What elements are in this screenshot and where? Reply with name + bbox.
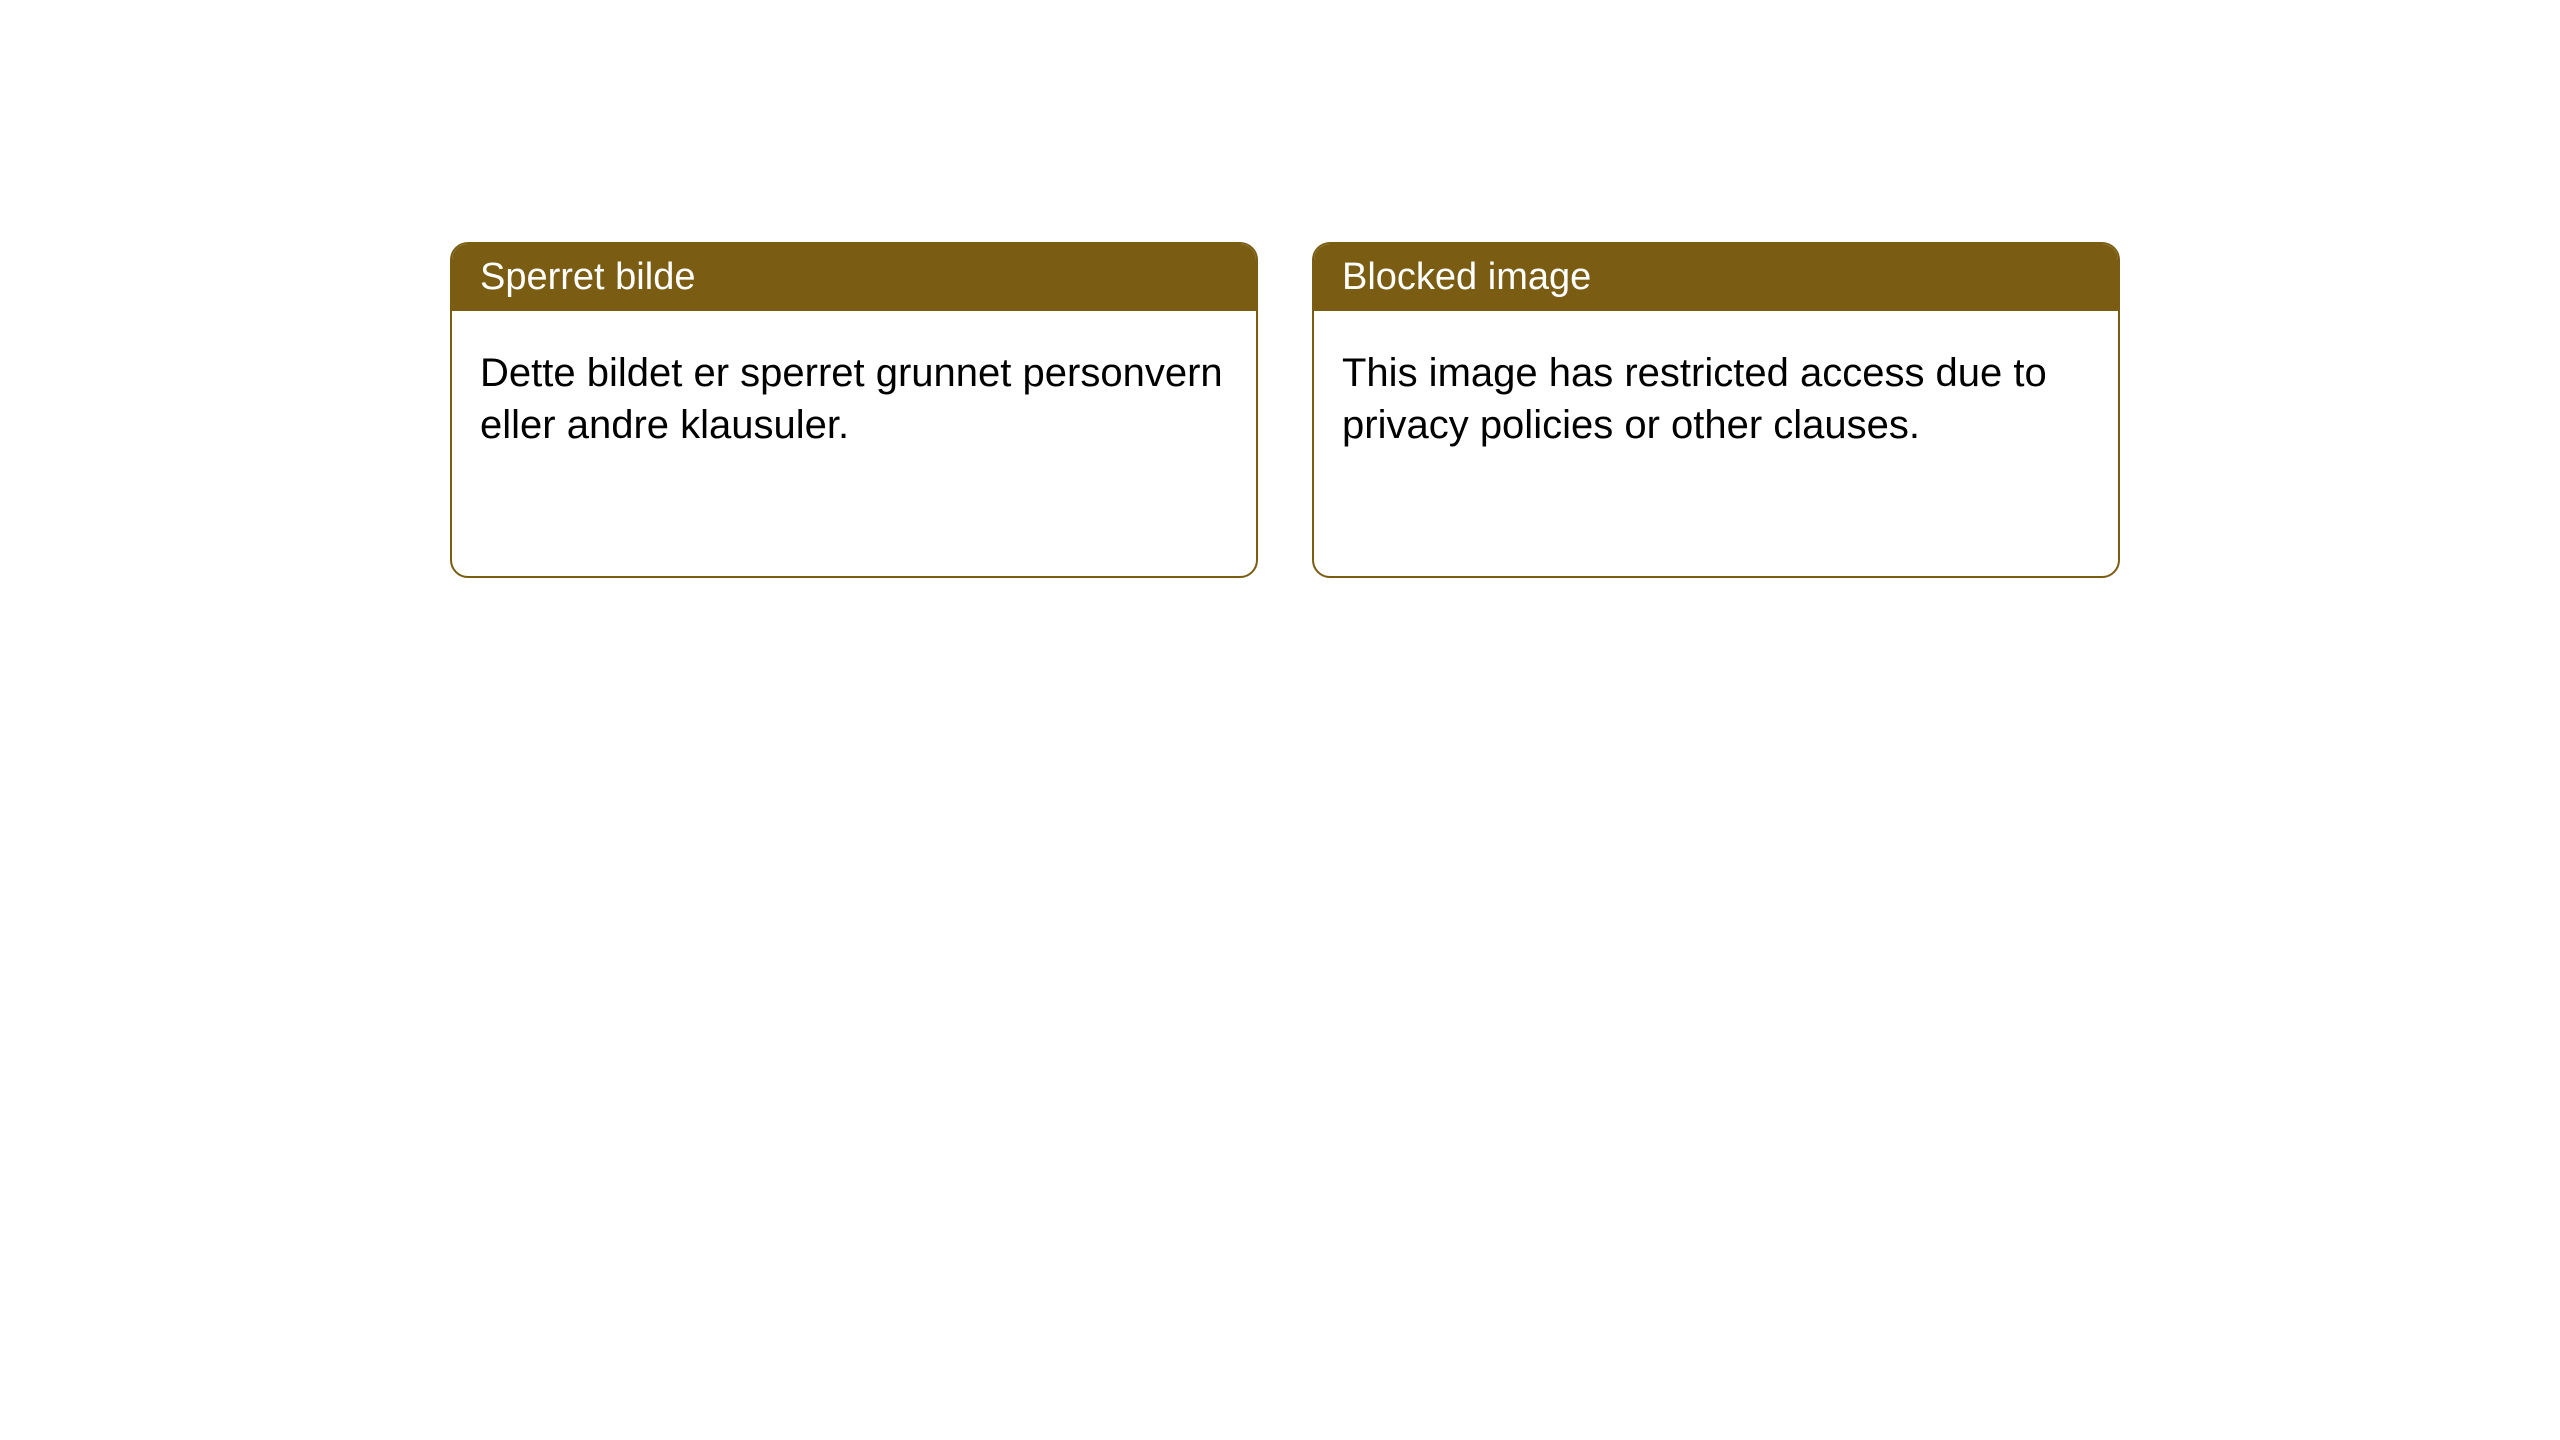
blocked-image-card-norwegian: Sperret bilde Dette bildet er sperret gr…	[450, 242, 1258, 578]
blocked-image-card-english: Blocked image This image has restricted …	[1312, 242, 2120, 578]
card-title: Blocked image	[1342, 256, 1591, 298]
cards-container: Sperret bilde Dette bildet er sperret gr…	[450, 242, 2120, 578]
card-body-text: Dette bildet er sperret grunnet personve…	[480, 351, 1223, 447]
card-header: Blocked image	[1314, 244, 2118, 311]
card-title: Sperret bilde	[480, 256, 695, 298]
card-body: This image has restricted access due to …	[1314, 311, 2118, 487]
card-header: Sperret bilde	[452, 244, 1256, 311]
card-body-text: This image has restricted access due to …	[1342, 351, 2047, 447]
card-body: Dette bildet er sperret grunnet personve…	[452, 311, 1256, 487]
